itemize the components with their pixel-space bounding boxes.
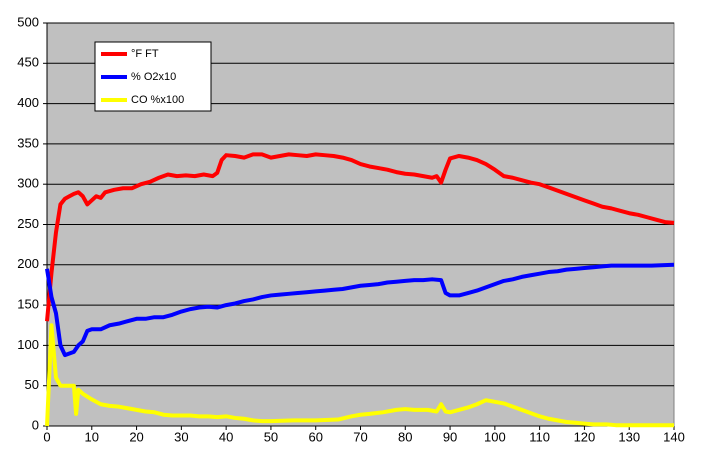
x-tick-label: 140	[663, 429, 685, 444]
y-tick-label: 0	[32, 417, 39, 432]
x-tick-label: 0	[43, 429, 50, 444]
data-line	[45, 262, 675, 358]
x-tick-label: 120	[574, 429, 596, 444]
x-tick-label: 10	[85, 429, 99, 444]
x-tick-label: 20	[129, 429, 143, 444]
y-tick-label: 50	[25, 377, 39, 392]
data-line	[45, 152, 675, 322]
legend-label: CO %x100	[131, 94, 184, 106]
x-tick-label: 90	[443, 429, 457, 444]
y-tick-label: 350	[17, 135, 39, 150]
x-tick-label: 130	[618, 429, 640, 444]
legend-label: % O2x10	[131, 71, 176, 83]
x-tick-label: 100	[484, 429, 506, 444]
y-tick-label: 100	[17, 337, 39, 352]
x-tick-label: 60	[308, 429, 322, 444]
legend-label: °F FT	[131, 48, 159, 60]
x-tick-label: 50	[264, 429, 278, 444]
x-tick-label: 30	[174, 429, 188, 444]
x-tick-label: 80	[398, 429, 412, 444]
y-tick-label: 500	[17, 14, 39, 29]
y-tick-label: 300	[17, 176, 39, 191]
x-tick-label: 110	[529, 429, 550, 444]
data-line	[45, 323, 674, 428]
y-tick-label: 400	[17, 95, 39, 110]
y-tick-label: 450	[17, 55, 39, 70]
x-tick-label: 70	[353, 429, 367, 444]
x-tick-label: 40	[219, 429, 233, 444]
y-tick-label: 200	[17, 256, 39, 271]
y-tick-label: 150	[17, 297, 39, 312]
y-tick-label: 250	[17, 216, 39, 231]
